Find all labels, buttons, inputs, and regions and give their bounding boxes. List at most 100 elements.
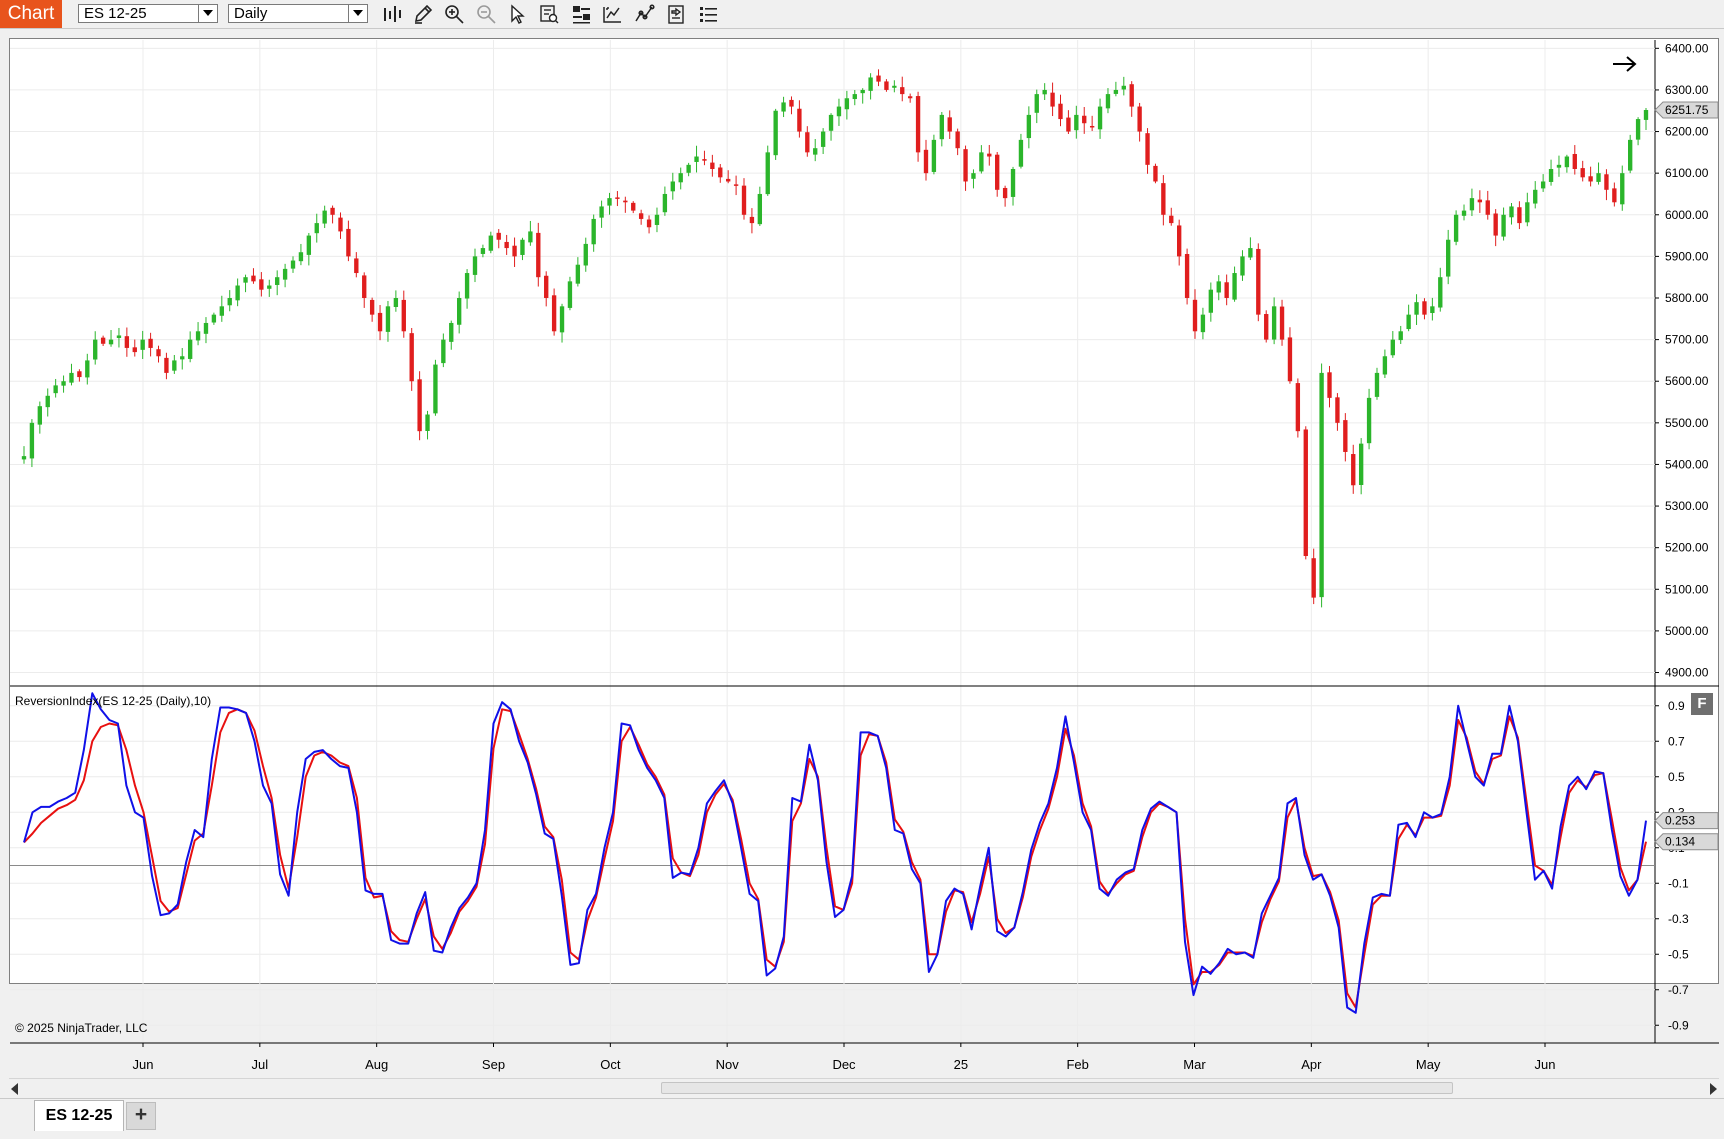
indicator-tick-label: -0.7 (1668, 983, 1689, 997)
instrument-selector[interactable]: ES 12-25 (78, 4, 218, 23)
candle-down (1169, 215, 1174, 224)
time-label: Feb (1066, 1057, 1088, 1072)
candle-up (1540, 181, 1546, 189)
candle-down (1287, 337, 1293, 382)
candle-up (868, 77, 873, 91)
indicators-icon[interactable] (601, 3, 623, 25)
data-box-icon[interactable] (538, 3, 560, 25)
price-tick-label: 6000.00 (1665, 208, 1709, 222)
candle-up (971, 173, 976, 179)
candle-up (393, 298, 399, 308)
candle-up (53, 385, 58, 394)
cursor-icon[interactable] (506, 3, 528, 25)
horizontal-scrollbar[interactable] (9, 1078, 1719, 1097)
time-label: Mar (1183, 1057, 1206, 1072)
candle-up (449, 322, 454, 342)
candle-down (1058, 103, 1063, 120)
candle-down (726, 178, 731, 182)
chevron-down-icon[interactable] (198, 5, 217, 22)
candle-down (955, 131, 960, 149)
indicator-value-red-marker-text: 0.134 (1665, 835, 1695, 849)
arrow-right-icon (1613, 56, 1637, 72)
candle-up (1564, 156, 1570, 168)
candle-up (1533, 189, 1538, 204)
add-tab-button[interactable]: + (126, 1102, 156, 1130)
candle-up (1635, 119, 1641, 140)
candle-up (298, 252, 304, 262)
candle-up (813, 148, 818, 155)
candle-up (275, 277, 280, 285)
indicator-tick-label: 0.9 (1668, 699, 1685, 713)
reversion-index-line (23, 692, 1647, 1014)
chart-panel[interactable] (9, 38, 1719, 984)
strategies-icon[interactable] (633, 3, 655, 25)
chevron-down-icon[interactable] (348, 5, 367, 22)
candle-down (251, 275, 256, 282)
candle-down (718, 167, 723, 178)
candle-down (1517, 207, 1522, 224)
indicator-value-red-marker: 0.134 (1654, 833, 1719, 851)
indicator-value-blue-marker-text: 0.253 (1665, 814, 1695, 828)
candle-down (164, 357, 169, 373)
candle-up (1240, 256, 1245, 276)
scroll-left-icon[interactable] (11, 1082, 19, 1100)
candle-up (425, 414, 430, 431)
candle-up (172, 360, 177, 371)
candle-down (947, 117, 952, 132)
candle-down (615, 197, 620, 199)
indicator-tick-label: 0.5 (1668, 770, 1685, 784)
candle-down (1612, 188, 1617, 203)
candle-up (662, 193, 668, 213)
candle-down (544, 275, 549, 298)
candle-up (1034, 94, 1039, 113)
candle-down (638, 213, 644, 219)
candle-up (1627, 139, 1633, 171)
app-badge[interactable]: Chart (0, 0, 62, 28)
candle-up (219, 306, 224, 316)
candle-down (338, 217, 343, 232)
scroll-right-icon[interactable] (1709, 1082, 1717, 1100)
price-tick-label: 5700.00 (1665, 333, 1709, 347)
candle-up (892, 85, 897, 88)
chart-trader-icon[interactable] (665, 3, 687, 25)
candle-up (607, 198, 612, 206)
bar-type-icon[interactable] (381, 3, 403, 25)
candle-down (1145, 133, 1150, 165)
candle-down (377, 312, 383, 332)
price-tick-label: 4900.00 (1665, 666, 1709, 680)
candle-up (575, 264, 581, 284)
last-price-marker-text: 6251.75 (1665, 103, 1709, 117)
candle-up (757, 193, 763, 225)
draw-pencil-icon[interactable] (412, 3, 434, 25)
time-label: Apr (1301, 1057, 1322, 1072)
more-menu-icon[interactable] (697, 3, 719, 25)
candle-down (77, 371, 82, 378)
candle-up (1113, 89, 1119, 94)
zoom-out-icon[interactable] (475, 3, 497, 25)
candle-down (1192, 299, 1198, 332)
candle-up (860, 89, 865, 94)
candle-down (1295, 383, 1301, 432)
candle-down (362, 275, 367, 298)
candle-down (995, 154, 1000, 190)
indicator-value-blue-marker-shape (1654, 812, 1719, 830)
tab-es-12-25[interactable]: ES 12-25 (34, 1100, 124, 1131)
candle-up (1097, 106, 1103, 130)
indicator-f-button[interactable]: F (1691, 693, 1713, 715)
properties-icon[interactable] (570, 3, 592, 25)
candle-up (1358, 443, 1364, 485)
zoom-in-icon[interactable] (443, 3, 465, 25)
candle-up (1382, 356, 1388, 375)
scrollbar-thumb[interactable] (661, 1082, 1453, 1094)
interval-selector[interactable]: Daily (228, 4, 368, 23)
candle-up (931, 139, 937, 172)
instrument-value: ES 12-25 (84, 5, 147, 22)
candle-down (733, 184, 739, 186)
candle-up (1042, 89, 1047, 95)
candle-up (282, 268, 288, 280)
candle-up (828, 114, 834, 131)
candle-up (187, 339, 193, 359)
candle-down (623, 200, 628, 203)
candle-down (148, 338, 153, 348)
